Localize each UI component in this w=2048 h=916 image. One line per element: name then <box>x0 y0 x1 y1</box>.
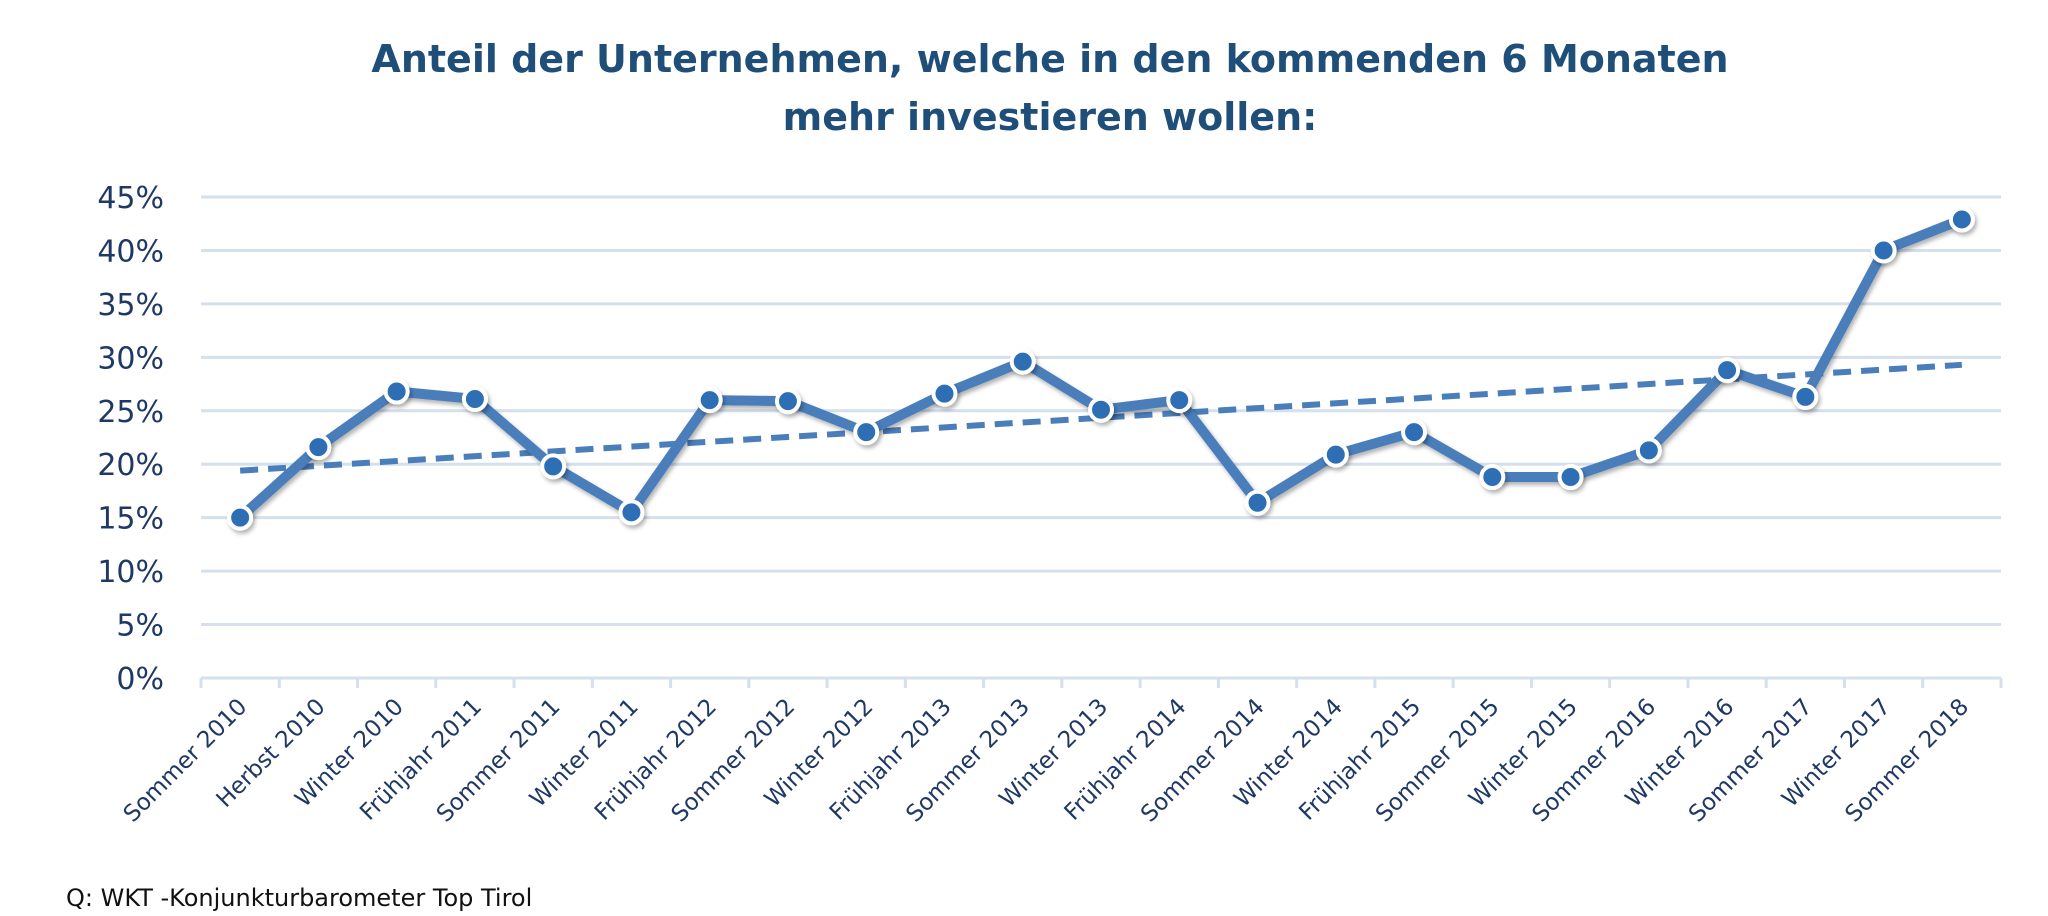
y-tick-label: 15% <box>97 502 164 537</box>
data-point <box>1557 464 1584 491</box>
trendline <box>239 361 1963 474</box>
data-point <box>1009 348 1036 375</box>
chart-title: Anteil der Unternehmen, welche in den ko… <box>0 30 2048 146</box>
data-point <box>618 499 645 526</box>
series-line <box>227 206 1975 531</box>
data-point <box>1792 383 1819 410</box>
y-tick-label: 10% <box>97 555 164 590</box>
y-tick-label: 0% <box>116 662 164 697</box>
data-point <box>1401 419 1428 446</box>
y-tick-label: 5% <box>116 609 164 644</box>
data-point <box>853 419 880 446</box>
chart-title-line-1: Anteil der Unternehmen, welche in den ko… <box>371 37 1729 81</box>
y-tick-label: 35% <box>97 288 164 323</box>
data-point <box>1948 206 1975 233</box>
data-point <box>540 453 567 480</box>
trendline-path <box>239 361 1963 474</box>
data-point <box>931 380 958 407</box>
y-tick-label: 30% <box>97 341 164 376</box>
data-point <box>1479 464 1506 491</box>
series-path <box>236 214 1964 522</box>
y-tick-label: 40% <box>97 234 164 269</box>
data-point <box>1870 237 1897 264</box>
data-point <box>774 388 801 415</box>
data-point <box>383 378 410 405</box>
data-point <box>461 386 488 413</box>
data-point <box>1635 437 1662 464</box>
data-point <box>305 434 332 461</box>
y-tick-label: 25% <box>97 395 164 430</box>
data-point <box>1322 441 1349 468</box>
data-point <box>1244 489 1271 516</box>
source-note: Q: WKT -Konjunkturbarometer Top Tirol <box>66 884 533 912</box>
y-tick-label: 45% <box>97 181 164 216</box>
y-tick-label: 20% <box>97 448 164 483</box>
gridlines <box>201 195 2001 680</box>
data-point <box>1714 357 1741 384</box>
data-point <box>696 387 723 414</box>
data-point <box>1088 396 1114 423</box>
data-point <box>1166 387 1193 414</box>
chart-title-line-2: mehr investieren wollen: <box>782 95 1318 139</box>
y-axis: 0% 5% 10% 15% 20% 25% 30% 35% 40% 45% <box>97 181 164 697</box>
data-point <box>227 504 254 531</box>
